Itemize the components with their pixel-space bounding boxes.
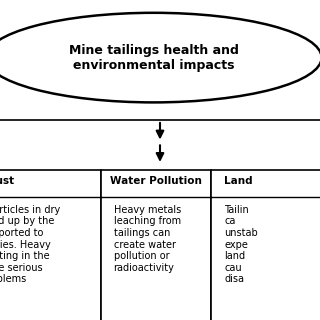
Ellipse shape [0,13,320,102]
Text: Land: Land [224,176,252,186]
Text: Mine tailings health and
environmental impacts: Mine tailings health and environmental i… [69,44,238,72]
Bar [211,170,320,320]
Text: Water Pollution: Water Pollution [110,176,202,186]
Bar [0,170,101,320]
Text: Dust: Dust [0,176,14,186]
Text: particles in dry
ked up by the
nsported to
nities. Heavy
enting in the
use serio: particles in dry ked up by the nsported … [0,205,60,284]
Text: Tailin
ca
unstab
expe
land
cau
disa: Tailin ca unstab expe land cau disa [224,205,258,284]
Bar [101,170,211,320]
Text: Heavy metals
leaching from
tailings can
create water
pollution or
radioactivity: Heavy metals leaching from tailings can … [114,205,181,273]
